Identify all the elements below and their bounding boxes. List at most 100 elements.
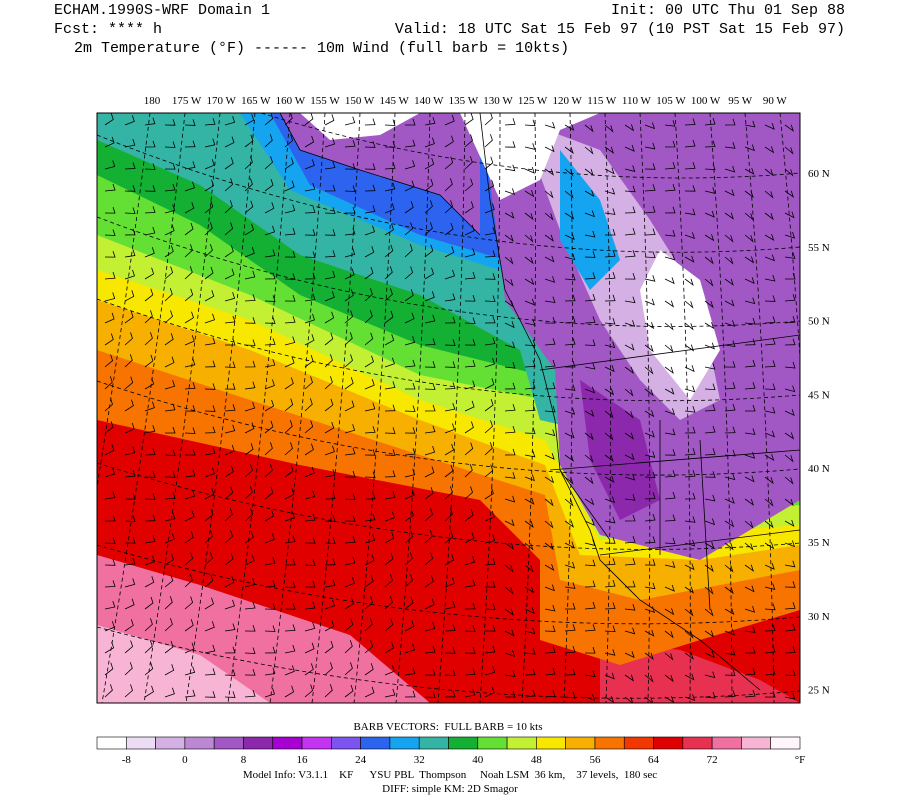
- wind-barb: [664, 561, 676, 568]
- wind-barb: [484, 510, 495, 522]
- wind-barb: [144, 332, 153, 346]
- map-frame: [96, 112, 801, 704]
- wind-barb: [324, 291, 335, 302]
- wind-barb: [604, 388, 615, 396]
- wind-barb: [264, 358, 276, 368]
- wind-barb: [584, 432, 594, 441]
- wind-barb: [684, 608, 694, 617]
- wind-barb: [684, 563, 695, 571]
- wind-barb: [584, 476, 594, 485]
- wind-barb: [444, 690, 456, 698]
- wind-barb: [144, 354, 154, 368]
- wind-barb: [184, 619, 194, 632]
- longitude-label: 140 W: [414, 95, 444, 107]
- colorbar-label: 32: [414, 754, 425, 766]
- wind-barb: [624, 410, 634, 419]
- wind-barb: [164, 356, 175, 368]
- wind-barb: [464, 224, 475, 236]
- wind-barb: [364, 310, 373, 324]
- wind-barb: [244, 247, 255, 258]
- wind-barb: [604, 649, 616, 656]
- wind-barb: [184, 358, 196, 368]
- wind-barb: [244, 339, 256, 346]
- wind-barb: [304, 272, 316, 280]
- wind-barb: [664, 277, 675, 285]
- wind-barb: [644, 163, 656, 170]
- wind-barb: [544, 498, 554, 507]
- wind-barb: [764, 274, 776, 282]
- wind-barb: [264, 556, 276, 566]
- wind-barb: [444, 269, 456, 280]
- wind-barb: [564, 315, 576, 324]
- wind-barb: [344, 536, 356, 544]
- colorbar-swatch: [506, 736, 537, 750]
- wind-barb: [384, 641, 394, 654]
- wind-barb: [464, 421, 474, 434]
- wind-barb: [344, 577, 355, 588]
- wind-barb: [144, 247, 155, 258]
- wind-barb: [684, 673, 695, 681]
- wind-barb: [104, 641, 115, 654]
- wind-barb: [464, 271, 476, 280]
- wind-barb: [464, 464, 473, 478]
- wind-barb: [424, 598, 435, 610]
- wind-barb: [124, 557, 136, 566]
- wind-barb: [244, 294, 256, 302]
- wind-barb: [364, 618, 373, 632]
- wind-barb: [304, 580, 316, 588]
- wind-barb: [164, 204, 176, 214]
- wind-barb: [704, 234, 715, 242]
- wind-barb: [324, 114, 335, 126]
- wind-barb: [704, 448, 716, 456]
- wind-barb: [644, 696, 654, 703]
- wind-barb: [584, 124, 594, 133]
- wind-barb: [484, 337, 496, 346]
- wind-barb: [264, 399, 275, 412]
- colorbar-label: 24: [355, 754, 367, 766]
- wind-barb: [624, 250, 636, 258]
- parallel: [97, 134, 800, 253]
- wind-barb: [724, 299, 735, 307]
- wind-barb: [364, 246, 375, 258]
- wind-barb: [344, 185, 356, 192]
- wind-barb: [564, 431, 575, 439]
- wind-barb: [404, 201, 414, 214]
- wind-barb: [164, 574, 174, 588]
- wind-barb: [244, 508, 254, 522]
- wind-barb: [584, 409, 595, 417]
- wind-barb: [664, 322, 674, 331]
- wind-barb: [344, 493, 356, 500]
- wind-barb: [264, 420, 274, 434]
- wind-barb: [624, 514, 636, 522]
- wind-barb: [664, 696, 675, 703]
- wind-barb: [624, 453, 635, 461]
- colorbar-label: 16: [297, 754, 309, 766]
- wind-barb: [624, 388, 634, 397]
- wind-barb: [424, 157, 435, 170]
- wind-barb: [564, 476, 574, 485]
- wind-barb: [744, 585, 755, 593]
- wind-barb: [764, 624, 776, 632]
- wind-barb: [624, 696, 634, 703]
- wind-barb: [344, 310, 354, 324]
- wind-barb: [644, 275, 656, 282]
- wind-barb: [324, 398, 334, 412]
- wind-barb: [724, 118, 736, 126]
- parallel: [97, 216, 800, 327]
- wind-barb: [104, 376, 113, 390]
- wind-barb: [724, 520, 735, 528]
- wind-barb: [484, 226, 496, 236]
- wind-barb: [504, 188, 516, 196]
- wind-barb: [644, 559, 656, 566]
- wind-barb: [704, 117, 716, 126]
- wind-barb: [344, 556, 356, 566]
- wind-barb: [584, 189, 595, 197]
- wind-barb: [404, 289, 414, 302]
- wind-barb: [244, 113, 255, 126]
- wind-barb: [164, 119, 176, 126]
- wind-barb: [144, 618, 153, 632]
- latitude-label: 30 N: [808, 611, 830, 623]
- wind-barb: [464, 688, 476, 698]
- wind-barb: [444, 647, 456, 654]
- longitude-label: 90 W: [763, 95, 788, 107]
